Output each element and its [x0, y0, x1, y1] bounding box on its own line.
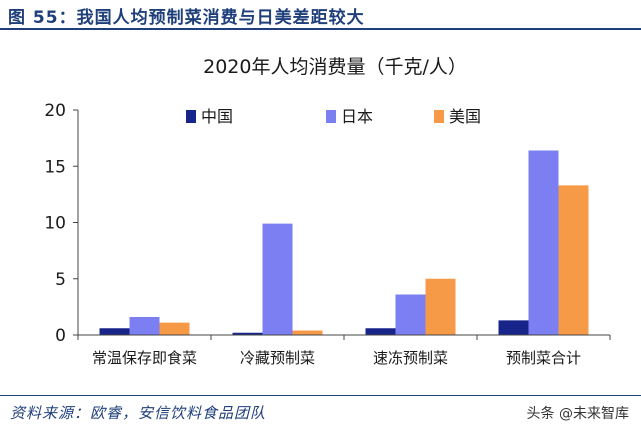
bar-美国-常温保存即食菜	[159, 322, 190, 335]
legend-label: 美国	[449, 107, 481, 126]
legend: 中国 日本 美国	[186, 107, 481, 126]
x-tick-label: 预制菜合计	[506, 349, 581, 367]
bar-中国-冷藏预制菜	[232, 332, 263, 335]
figure-header: 图 55：我国人均预制菜消费与日美差距较大	[0, 0, 641, 30]
bars	[99, 150, 589, 335]
legend-swatch	[434, 110, 444, 123]
y-tick-label: 0	[55, 326, 66, 346]
source-note: 资料来源：欧睿，安信饮料食品团队	[10, 404, 267, 422]
bar-美国-冷藏预制菜	[292, 330, 323, 335]
y-tick-label: 10	[44, 214, 66, 234]
y-tick-label: 5	[55, 270, 66, 290]
y-tick-label: 15	[44, 157, 66, 177]
footer-divider	[0, 395, 641, 396]
legend-swatch	[186, 110, 196, 123]
bar-美国-速冻预制菜	[425, 278, 456, 335]
bar-中国-常温保存即食菜	[99, 328, 130, 335]
bar-日本-常温保存即食菜	[129, 317, 160, 335]
bar-日本-速冻预制菜	[395, 294, 426, 335]
figure-title: 图 55：我国人均预制菜消费与日美差距较大	[8, 8, 365, 28]
bar-chart: 2020年人均消费量（千克/人） 中国 日本 美国 0 5 10 15 20 常温保存即食菜…	[44, 56, 611, 367]
bar-中国-速冻预制菜	[365, 328, 396, 335]
x-tick-label: 冷藏预制菜	[240, 349, 315, 367]
legend-label: 中国	[201, 107, 233, 126]
chart-title: 2020年人均消费量（千克/人）	[203, 56, 467, 78]
watermark: 头条 @未来智库	[526, 406, 629, 422]
bar-美国-预制菜合计	[558, 185, 589, 335]
bar-中国-预制菜合计	[498, 320, 529, 335]
legend-swatch	[326, 110, 336, 123]
bar-日本-预制菜合计	[528, 150, 559, 335]
x-axis: 常温保存即食菜 冷藏预制菜 速冻预制菜 预制菜合计	[77, 334, 611, 367]
x-tick-label: 常温保存即食菜	[92, 349, 197, 367]
y-tick-label: 20	[44, 101, 66, 121]
y-axis: 0 5 10 15 20	[44, 101, 79, 346]
legend-label: 日本	[341, 107, 373, 126]
bar-日本-冷藏预制菜	[262, 223, 293, 335]
x-tick-label: 速冻预制菜	[373, 349, 448, 367]
